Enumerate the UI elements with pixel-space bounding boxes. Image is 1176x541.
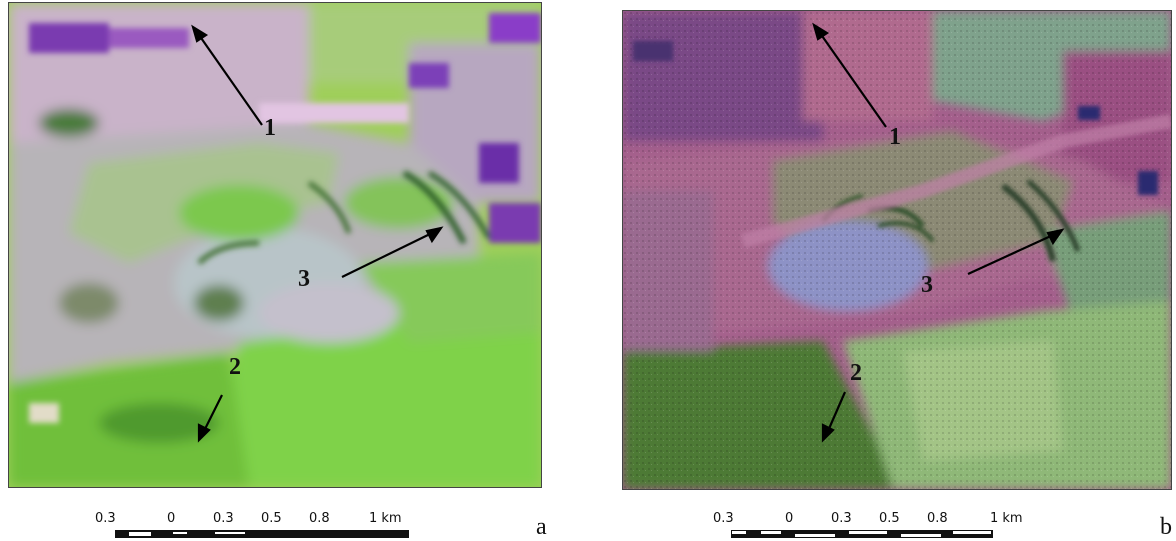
scale-tick: 0 [785, 511, 794, 526]
satellite-image-panel-a: 1 3 2 [8, 2, 542, 488]
scale-tick: 0.3 [213, 511, 234, 526]
scale-tick: 0.3 [95, 511, 116, 526]
arrow-2-b [821, 391, 847, 443]
scale-tick: 1 km [369, 511, 402, 526]
scale-bar-graphic-b [731, 530, 993, 538]
panel-label-b: b [1160, 514, 1172, 540]
callout-2-b: 2 [850, 360, 862, 386]
callout-2-a: 2 [229, 354, 241, 380]
arrow-3-a [341, 226, 444, 278]
callout-3-a: 3 [298, 266, 310, 292]
callout-1-a: 1 [264, 115, 276, 141]
scale-tick: 0.8 [309, 511, 330, 526]
arrow-1-b [812, 22, 887, 128]
satellite-image-a [9, 3, 541, 487]
scale-tick: 0.8 [927, 511, 948, 526]
scale-tick: 0.5 [261, 511, 282, 526]
scale-tick: 0.3 [831, 511, 852, 526]
satellite-image-b [623, 11, 1171, 489]
panel-label-a: a [536, 514, 547, 540]
scale-tick: 0.3 [713, 511, 734, 526]
scale-bar-b: 0.3 0 0.3 0.5 0.8 1 km [713, 511, 1043, 539]
scale-bar-graphic-a [115, 530, 409, 538]
arrow-1-a [191, 24, 263, 126]
arrow-2-a [197, 394, 223, 443]
callout-3-b: 3 [921, 272, 933, 298]
callout-1-b: 1 [889, 124, 901, 150]
scale-bar-a: 0.3 0 0.3 0.5 0.8 1 km [95, 511, 425, 539]
scale-tick: 0.5 [879, 511, 900, 526]
scale-tick: 0 [167, 511, 176, 526]
scale-tick: 1 km [990, 511, 1023, 526]
arrow-3-b [967, 228, 1065, 275]
satellite-image-panel-b: 1 3 2 [622, 10, 1172, 490]
